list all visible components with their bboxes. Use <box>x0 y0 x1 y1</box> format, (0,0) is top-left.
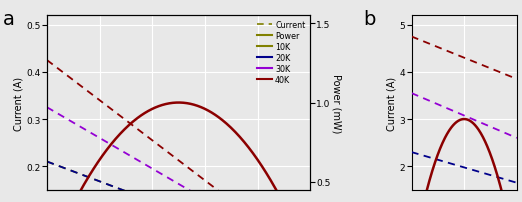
Y-axis label: Current (A): Current (A) <box>387 76 397 130</box>
Y-axis label: Power (mW): Power (mW) <box>332 74 342 133</box>
Y-axis label: Current (A): Current (A) <box>14 76 23 130</box>
Text: a: a <box>3 10 15 29</box>
Legend: Current, Power, 10K, 20K, 30K, 40K: Current, Power, 10K, 20K, 30K, 40K <box>254 18 309 88</box>
Text: b: b <box>363 10 375 29</box>
